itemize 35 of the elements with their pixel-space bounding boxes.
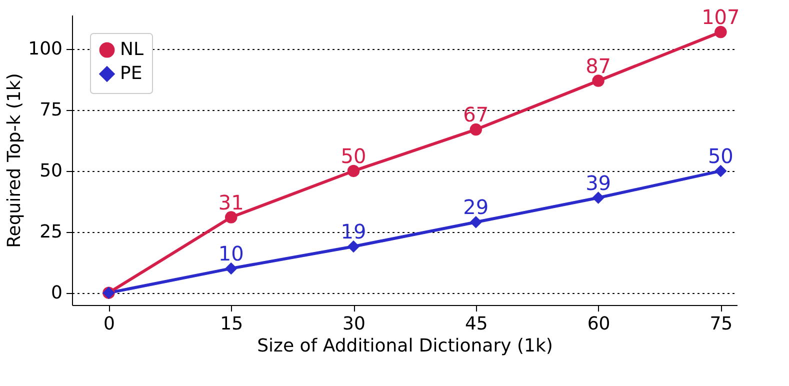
data-label: 39 <box>586 170 612 195</box>
y-tick-label: 50 <box>40 160 62 182</box>
x-tick-label: 30 <box>342 314 366 334</box>
x-axis-title: Size of Additional Dictionary (1k) <box>257 336 553 356</box>
y-tick-label: 25 <box>40 221 62 242</box>
data-label: 67 <box>463 102 489 127</box>
x-tick-label: 45 <box>464 314 488 334</box>
data-label: 87 <box>586 54 612 78</box>
legend-label: PE <box>120 63 142 84</box>
point <box>470 123 482 136</box>
data-label: 10 <box>218 241 244 266</box>
y-axis-title: Required Top-k (1k) <box>4 73 26 248</box>
point <box>470 216 482 228</box>
y-tick-label: 100 <box>28 38 62 60</box>
x-tick-label: 60 <box>587 314 610 334</box>
point <box>347 240 360 253</box>
y-tick-label: 75 <box>40 100 62 121</box>
y-tick-label: 0 <box>51 282 62 304</box>
point <box>224 211 238 224</box>
point <box>592 74 604 87</box>
x-tick-label: 15 <box>220 314 244 334</box>
data-label: 29 <box>463 195 489 220</box>
legend-label: NL <box>120 39 144 60</box>
data-label: 50 <box>340 144 366 168</box>
data-label: 19 <box>340 220 366 244</box>
data-label: 31 <box>218 190 244 214</box>
x-tick-label: 0 <box>103 314 115 334</box>
point <box>224 262 238 275</box>
point <box>592 192 604 204</box>
data-label: 107 <box>702 5 740 30</box>
point <box>714 26 727 38</box>
x-tick-label: 75 <box>710 314 733 334</box>
data-label: 50 <box>708 144 734 168</box>
point <box>714 164 727 178</box>
point <box>347 164 360 178</box>
